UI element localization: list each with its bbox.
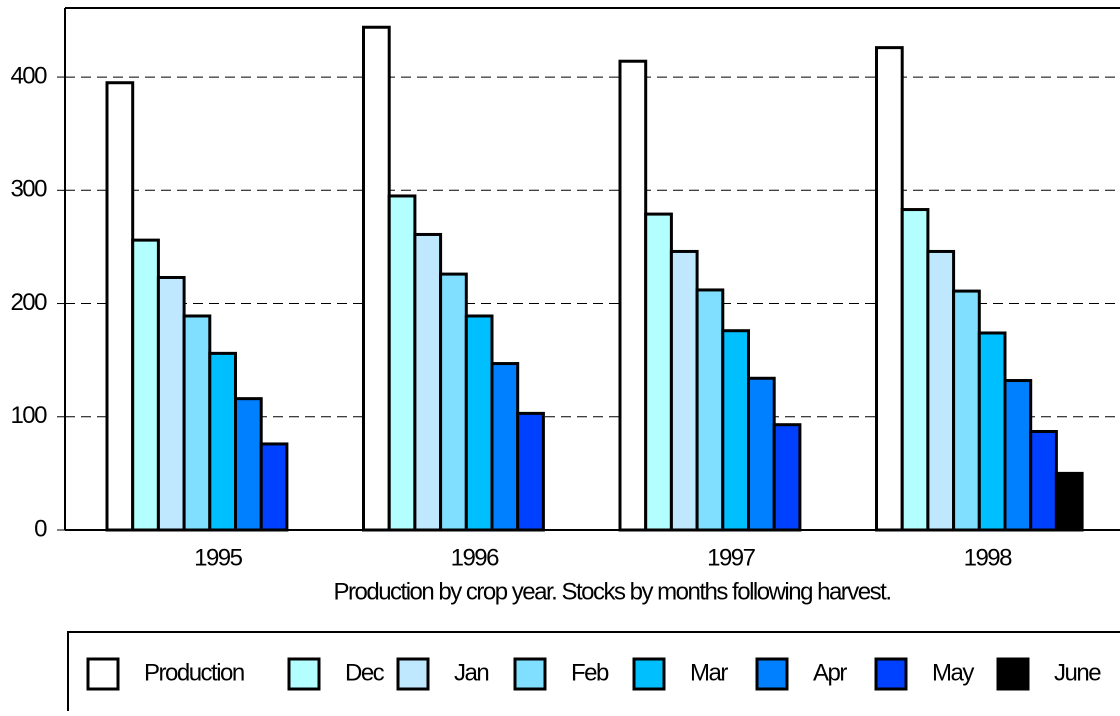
legend-swatch <box>632 657 666 691</box>
legend-label: Jan <box>454 659 488 686</box>
legend-label: Feb <box>571 659 609 686</box>
legend-swatch <box>874 657 908 691</box>
x-tick-label: 1995 <box>194 544 243 571</box>
bar <box>234 397 263 532</box>
bar <box>259 442 289 532</box>
bar <box>439 272 468 532</box>
bar <box>208 351 238 532</box>
bar <box>721 329 750 532</box>
bar <box>618 59 648 532</box>
bar <box>952 289 981 532</box>
bar <box>900 208 930 532</box>
legend-swatch <box>513 657 547 691</box>
legend-swatch <box>86 657 120 691</box>
y-tick-label: 400 <box>10 62 47 89</box>
bar <box>105 81 135 532</box>
bar <box>747 376 776 532</box>
legend-swatch <box>755 657 789 691</box>
bar <box>669 249 699 532</box>
bar <box>644 212 673 532</box>
bar <box>156 275 186 532</box>
bar <box>362 25 391 532</box>
bar <box>772 423 802 532</box>
legend-label: Production <box>144 659 244 686</box>
bar <box>464 314 494 532</box>
bar <box>875 46 904 532</box>
legend-label: June <box>1054 659 1101 686</box>
bar <box>387 194 417 532</box>
y-tick-label: 300 <box>10 176 47 203</box>
x-axis-label: Production by crop year. Stocks by month… <box>334 578 891 605</box>
legend-label: Apr <box>813 659 847 686</box>
bar <box>490 362 520 532</box>
bar <box>1003 379 1033 532</box>
legend-swatch <box>287 657 321 691</box>
legend-swatch <box>396 657 430 691</box>
y-tick-label: 100 <box>10 402 47 429</box>
bar <box>516 411 545 532</box>
bar <box>695 288 725 532</box>
x-tick-label: 1996 <box>451 544 500 571</box>
x-tick-label: 1997 <box>707 544 756 571</box>
legend-label: Dec <box>345 659 385 686</box>
bar <box>131 238 160 532</box>
y-tick-label: 0 <box>34 515 47 542</box>
legend-label: Mar <box>690 659 728 686</box>
bar <box>1029 429 1058 532</box>
legend-label: May <box>932 659 974 686</box>
bar <box>977 331 1007 532</box>
bar <box>926 249 956 532</box>
bar <box>182 314 212 532</box>
bar <box>1054 471 1084 532</box>
bar <box>413 232 443 532</box>
y-tick-label: 200 <box>10 289 47 316</box>
x-tick-label: 1998 <box>964 544 1013 571</box>
legend-swatch <box>996 657 1030 691</box>
